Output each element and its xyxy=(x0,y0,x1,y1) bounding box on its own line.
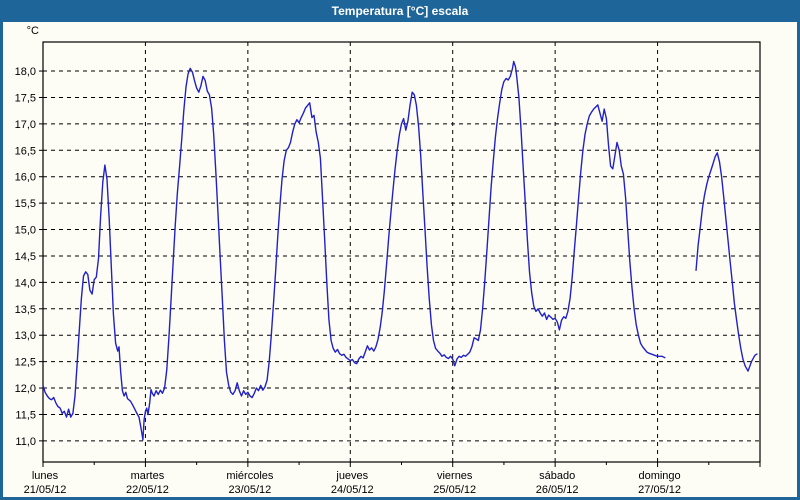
y-grid: 11,0 11,5 12,0 12,5 13,0 13,5 14,0 14,5 15,0 15,5… xyxy=(15,66,760,448)
plot-frame xyxy=(42,41,761,463)
date-label: 24/05/12 xyxy=(331,484,374,496)
y-tick-label: 18,0 xyxy=(15,66,36,78)
date-label: 22/05/12 xyxy=(126,484,169,496)
day-label: lunes xyxy=(32,470,59,482)
date-label: 23/05/12 xyxy=(228,484,271,496)
date-label: 27/05/12 xyxy=(638,484,681,496)
y-tick-label: 13,5 xyxy=(15,304,36,316)
y-axis-unit-label: °C xyxy=(27,25,39,37)
date-label: 21/05/12 xyxy=(24,484,67,496)
temperature-series-line xyxy=(42,60,758,441)
day-label: jueves xyxy=(335,470,368,482)
y-tick-label: 15,0 xyxy=(15,225,36,237)
y-tick-label: 14,0 xyxy=(15,277,36,289)
y-tick-label: 17,0 xyxy=(15,119,36,131)
chart-title: Temperatura [°C] escala xyxy=(331,4,469,18)
day-label: miércoles xyxy=(226,470,274,482)
date-label: 25/05/12 xyxy=(433,484,476,496)
y-tick-label: 11,5 xyxy=(15,409,36,421)
y-tick-label: 13,0 xyxy=(15,330,36,342)
day-label: viernes xyxy=(437,470,473,482)
date-label: 26/05/12 xyxy=(536,484,579,496)
day-label: martes xyxy=(131,470,165,482)
day-label: sábado xyxy=(539,470,575,482)
y-tick-label: 12,5 xyxy=(15,357,36,369)
y-tick-label: 17,5 xyxy=(15,92,36,104)
y-tick-label: 16,0 xyxy=(15,172,36,184)
y-tick-label: 12,0 xyxy=(15,383,36,395)
day-label: domingo xyxy=(638,470,680,482)
y-tick-label: 15,5 xyxy=(15,198,36,210)
chart-container: 11,0 11,5 12,0 12,5 13,0 13,5 14,0 14,5 15,0 15,5… xyxy=(3,22,797,497)
x-grid: lunes 21/05/12 martes 22/05/12 miércoles 23/0… xyxy=(24,42,761,496)
y-tick-label: 16,5 xyxy=(15,145,36,157)
y-tick-label: 14,5 xyxy=(15,251,36,263)
temperature-chart-svg: 11,0 11,5 12,0 12,5 13,0 13,5 14,0 14,5 15,0 15,5… xyxy=(15,25,761,496)
title-bar: Temperatura [°C] escala xyxy=(0,0,800,22)
y-tick-label: 11,0 xyxy=(15,436,36,448)
